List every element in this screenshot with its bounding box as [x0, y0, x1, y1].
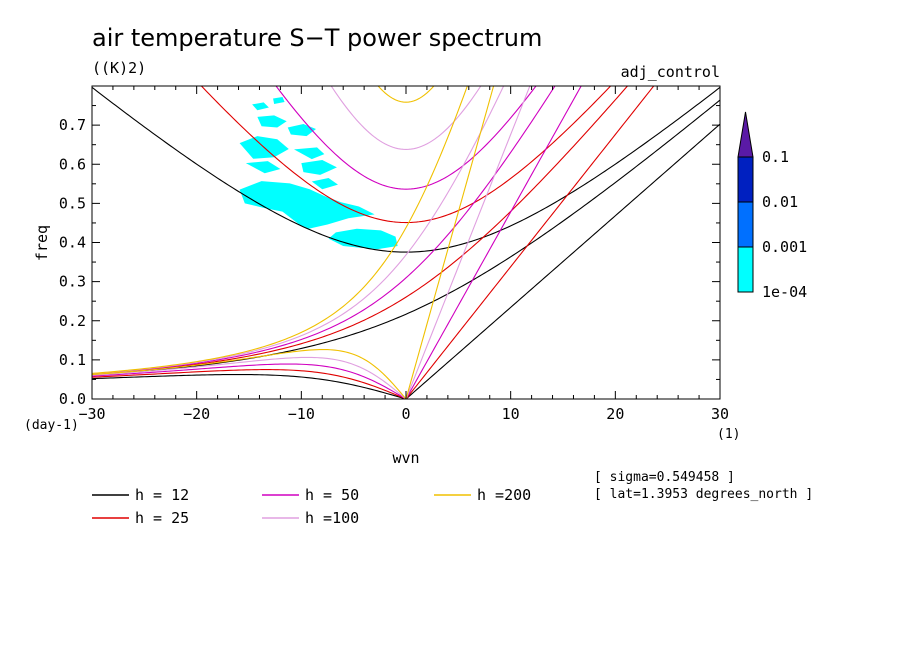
power-region-0 — [239, 181, 375, 229]
colorbar-segment — [737, 246, 754, 293]
power-shading — [239, 96, 398, 250]
legend-label-h200: h =200 — [477, 486, 531, 504]
legend-label-h50: h = 50 — [305, 486, 359, 504]
curve-kelvin-h50 — [405, 86, 582, 399]
plot-frame — [91, 85, 721, 400]
x-tick-label: 20 — [606, 405, 624, 423]
y-tick-label: 0.5 — [59, 194, 86, 212]
curve-rossby-h200 — [92, 348, 407, 399]
colorbar-arrow — [737, 111, 754, 158]
curve-mrg-h50 — [92, 86, 556, 375]
axis-tick-labels: −30 −20 −10 0 10 20 30 0.0 0.1 0.2 0.3 0.4 0.5 0.6 0.7 — [59, 116, 729, 423]
info-sigma: [ sigma=0.549458 ] — [594, 470, 735, 485]
curve-kelvin-h200 — [405, 86, 495, 399]
power-region-9 — [252, 102, 269, 111]
run-label: adj_control — [621, 63, 720, 81]
x-tick-label: 0 — [401, 405, 410, 423]
power-region-6 — [294, 147, 325, 160]
y-tick-label: 0.0 — [59, 390, 86, 408]
power-region-4 — [245, 161, 281, 174]
curve-rossby-h100 — [92, 356, 407, 399]
x-unit-label: (1) — [717, 427, 740, 442]
colorbar: 0.1 0.01 0.001 1e-04 — [737, 111, 807, 301]
x-tick-label: −20 — [183, 405, 210, 423]
y-axis-label: freq — [33, 225, 51, 261]
x-axis-label: wvn — [392, 449, 419, 467]
x-tick-label: −30 — [78, 405, 105, 423]
curve-mrg-h12 — [92, 99, 720, 376]
colorbar-label: 0.001 — [762, 238, 807, 256]
y-unit-label: (day-1) — [24, 418, 79, 433]
curve-mrg-h200 — [92, 86, 468, 374]
curve-mrg-h25 — [92, 86, 629, 375]
units-label: ((K)2) — [92, 59, 146, 77]
x-tick-label: −10 — [288, 405, 315, 423]
curve-kelvin-h25 — [405, 86, 655, 399]
colorbar-label: 1e-04 — [762, 283, 807, 301]
dispersion-curves — [92, 86, 720, 399]
y-tick-label: 0.6 — [59, 155, 86, 173]
curve-ig-h50 — [275, 86, 537, 190]
x-tick-label: 30 — [711, 405, 729, 423]
curve-rossby-h12 — [92, 373, 407, 399]
power-region-7 — [301, 159, 337, 175]
curve-kelvin-h12 — [405, 123, 720, 399]
curve-ig-h12 — [92, 86, 720, 253]
legend: h = 12 h = 25 h = 50 h =100 h =200 — [92, 486, 531, 527]
chart-title: air temperature S−T power spectrum — [92, 24, 542, 52]
y-tick-label: 0.4 — [59, 234, 86, 252]
power-region-8 — [311, 177, 338, 190]
info-lat: [ lat=1.3953 degrees_north ] — [594, 487, 813, 502]
legend-label-h12: h = 12 — [135, 486, 189, 504]
axis-ticks — [91, 85, 721, 400]
curve-mrg-h100 — [92, 86, 505, 375]
colorbar-label: 0.01 — [762, 193, 798, 211]
power-region-10 — [273, 96, 285, 104]
power-region-1 — [328, 228, 398, 250]
curve-kelvin-h100 — [405, 86, 531, 399]
curve-ig-h200 — [377, 86, 435, 103]
legend-label-h25: h = 25 — [135, 509, 189, 527]
power-region-3 — [257, 115, 287, 128]
y-tick-label: 0.3 — [59, 273, 86, 291]
curve-ig-h25 — [200, 86, 612, 224]
x-tick-label: 10 — [502, 405, 520, 423]
legend-label-h100: h =100 — [305, 509, 359, 527]
colorbar-segment — [737, 201, 754, 248]
y-tick-label: 0.2 — [59, 312, 86, 330]
curve-ig-h100 — [330, 86, 482, 150]
curve-rossby-h50 — [92, 363, 407, 399]
curve-rossby-h25 — [92, 369, 407, 399]
colorbar-label: 0.1 — [762, 148, 789, 166]
y-tick-label: 0.1 — [59, 351, 86, 369]
y-tick-label: 0.7 — [59, 116, 86, 134]
colorbar-segment — [737, 156, 754, 203]
